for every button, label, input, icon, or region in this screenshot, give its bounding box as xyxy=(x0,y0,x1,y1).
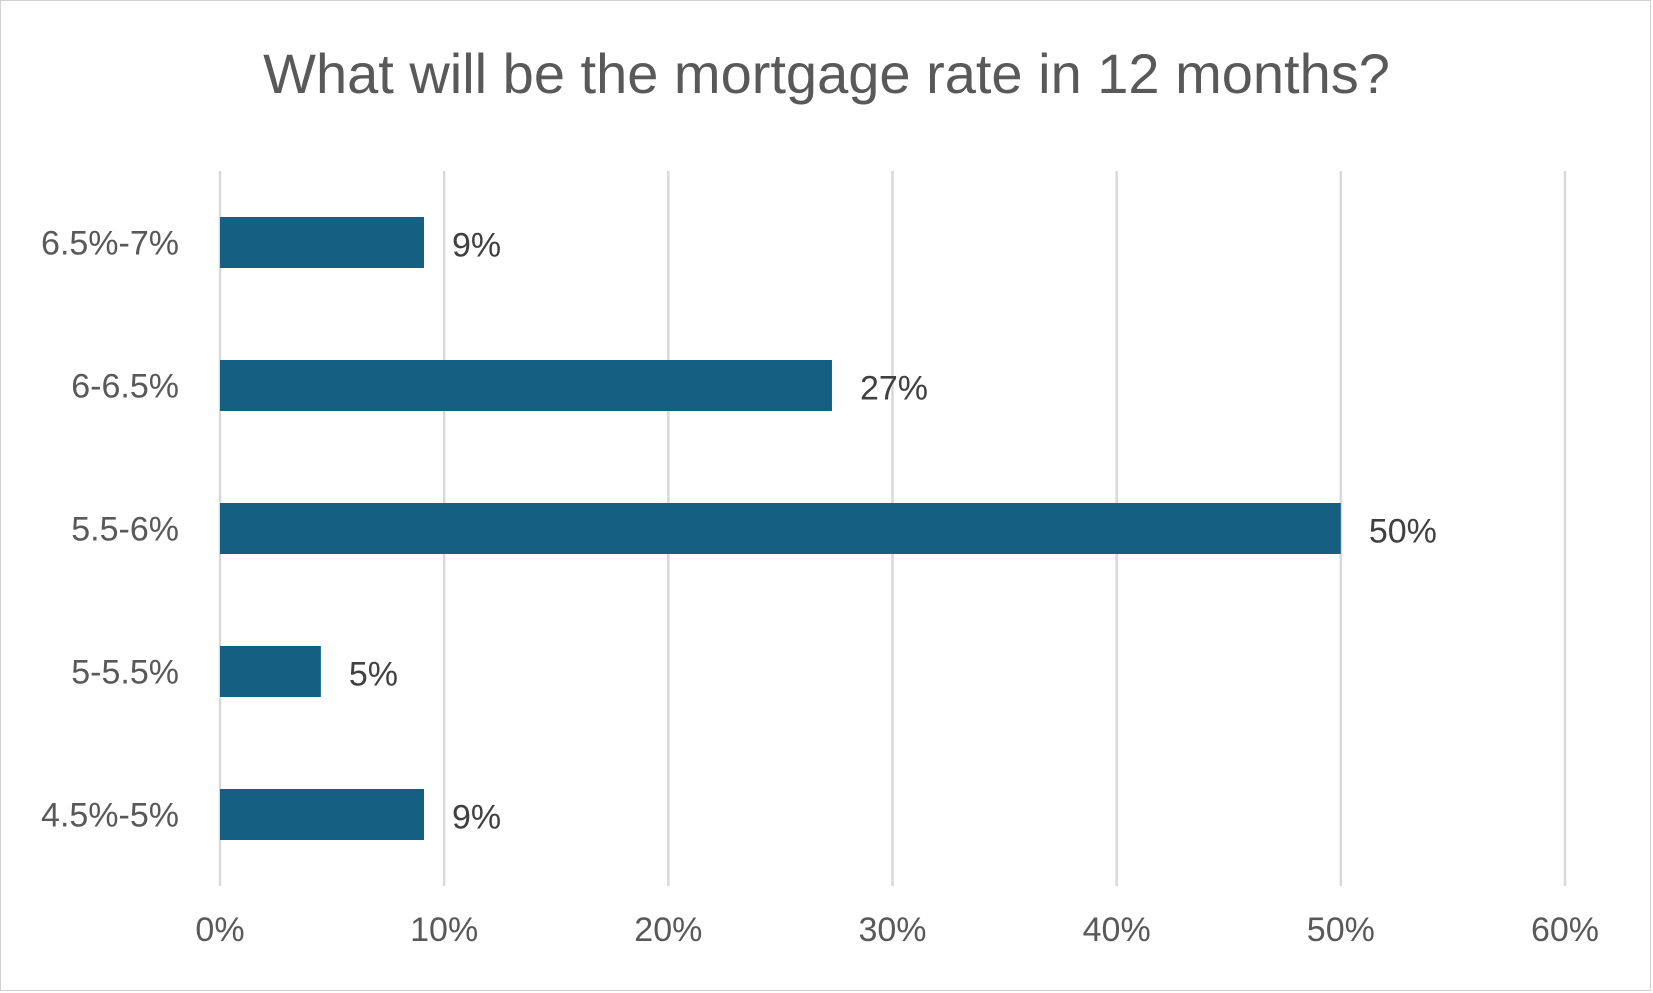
x-tick-label: 10% xyxy=(410,911,478,949)
data-label: 50% xyxy=(1369,513,1437,551)
x-tick-label: 40% xyxy=(1083,911,1151,949)
data-label: 27% xyxy=(860,370,928,408)
y-category-label: 6.5%-7% xyxy=(41,225,179,263)
y-category-label: 6-6.5% xyxy=(71,368,179,406)
bar xyxy=(220,789,424,840)
bar xyxy=(220,217,424,268)
y-category-label: 5-5.5% xyxy=(71,654,179,692)
data-label: 9% xyxy=(452,227,501,265)
x-tick-label: 0% xyxy=(195,911,244,949)
bar xyxy=(220,503,1341,554)
x-tick-label: 60% xyxy=(1531,911,1599,949)
bar xyxy=(220,646,321,697)
data-label: 9% xyxy=(452,799,501,837)
chart-title: What will be the mortgage rate in 12 mon… xyxy=(263,42,1390,105)
x-tick-label: 20% xyxy=(634,911,702,949)
bar xyxy=(220,360,832,411)
x-tick-label: 50% xyxy=(1307,911,1375,949)
x-tick-label: 30% xyxy=(858,911,926,949)
y-category-label: 4.5%-5% xyxy=(41,797,179,835)
y-category-label: 5.5-6% xyxy=(71,511,179,549)
data-label: 5% xyxy=(349,656,398,694)
